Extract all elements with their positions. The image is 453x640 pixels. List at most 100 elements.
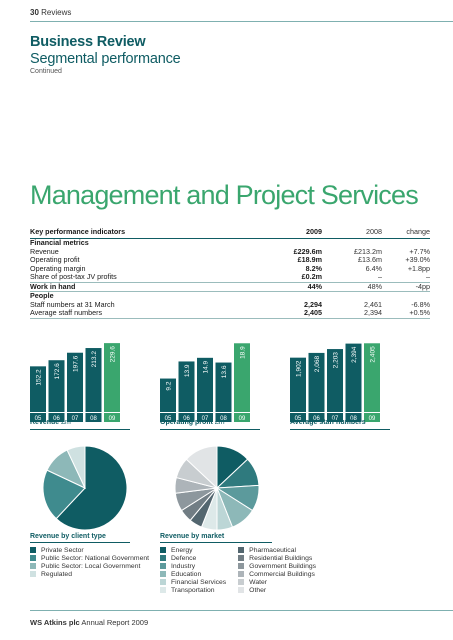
bar-value-label: 9.2 <box>166 381 173 390</box>
category-label: 05 <box>35 416 42 422</box>
legend-label: Public Sector: Local Government <box>41 562 141 570</box>
legend-column: Energy Defence Industry Education Financial … <box>160 546 226 594</box>
legend-item: Private Sector <box>30 546 149 554</box>
category-box <box>85 413 102 422</box>
category-box <box>48 413 65 422</box>
kpi-header: 2008 <box>322 227 382 239</box>
kpi-cell: – <box>378 272 382 281</box>
market-pie-chart <box>174 445 260 530</box>
kpi-cell: £229.6m <box>293 246 322 256</box>
revenue-chart-title-text: Revenue <box>30 419 60 426</box>
revenue-bar-chart: 152.2 05 172.6 06 197.6 07 213.2 08 229.6 09 <box>30 343 120 422</box>
kpi-row: People <box>30 291 430 301</box>
revenue-chart-title: Revenue £m <box>30 419 71 426</box>
kpi-cell: Average staff numbers <box>30 308 262 319</box>
pie-slice <box>42 469 86 520</box>
average-staff-chart-rule <box>290 429 390 430</box>
kpi-row: Operating profit £18.9m £13.6m +39.0% <box>30 255 430 265</box>
kpi-cell: +39.0% <box>405 255 430 264</box>
kpi-header: 2009 <box>262 227 322 239</box>
legend-label: Private Sector <box>41 546 84 554</box>
legend-swatch <box>238 579 245 585</box>
kpi-cell: 2,405 <box>262 308 322 319</box>
average-staff-bar-chart: 1,902 05 2,068 06 2,203 07 2,394 08 2,405 09 <box>290 343 380 422</box>
bar <box>160 378 176 412</box>
legend-item: Education <box>160 570 226 578</box>
legend-label: Residential Buildings <box>249 554 313 562</box>
category-box <box>345 413 362 422</box>
bar-value-label: 2,405 <box>370 346 377 363</box>
header-rule <box>30 21 453 22</box>
bar-value-label: 14.9 <box>203 360 210 373</box>
legend-item: Industry <box>160 562 226 570</box>
legend-item: Energy <box>160 546 226 554</box>
category-label: 05 <box>165 416 172 422</box>
legend-label: Other <box>249 586 267 594</box>
kpi-cell: 6.4% <box>365 263 382 273</box>
kpi-cell: 2,461 <box>364 299 382 309</box>
category-box <box>160 413 176 422</box>
market-chart-title: Revenue by market <box>160 533 225 540</box>
category-box <box>30 413 46 422</box>
market-chart-rule <box>160 542 272 543</box>
legend-swatch <box>160 579 166 585</box>
kpi-cell: £18.9m <box>297 255 322 264</box>
bar <box>215 362 232 412</box>
legend-swatch <box>30 571 36 577</box>
pie-slice <box>185 445 218 490</box>
legend-item: Public Sector: National Government <box>30 554 149 562</box>
page-footer: WS Atkins plc Annual Report 2009 <box>30 618 148 627</box>
category-label: 08 <box>220 416 227 422</box>
legend-swatch <box>238 547 245 553</box>
legend-label: Water <box>249 578 268 586</box>
legend-swatch <box>238 563 245 569</box>
operating-profit-bar-chart: 9.2 05 13.9 06 14.9 07 13.6 08 18.9 09 <box>160 343 250 422</box>
category-label: 05 <box>295 416 302 422</box>
kpi-cell: +0.5% <box>382 308 430 319</box>
kpi-row: Revenue £229.6m £213.2m +7.7% <box>30 246 430 257</box>
pie-slice <box>66 445 86 489</box>
kpi-cell: £0.2m <box>301 272 322 281</box>
legend-label: Public Sector: National Government <box>41 554 150 562</box>
category-box <box>364 413 380 422</box>
legend-swatch <box>160 547 166 553</box>
category-box <box>67 413 83 422</box>
category-box <box>234 413 250 422</box>
average-staff-chart-title-text: Average staff numbers <box>290 419 366 426</box>
bar-value-label: 2,068 <box>314 356 321 373</box>
operating-profit-chart-title: Operating profit £m <box>160 419 225 426</box>
kpi-header-row: Key performance indicators 2009 2008 cha… <box>30 227 430 239</box>
bar <box>234 343 250 412</box>
bar <box>85 348 102 412</box>
category-label: 07 <box>72 416 79 422</box>
kpi-cell: 48% <box>322 281 382 292</box>
footer-doc: Annual Report 2009 <box>81 618 149 627</box>
legend-item: Pharmaceutical <box>238 546 316 554</box>
page-header: 30 Reviews <box>30 8 71 17</box>
kpi-header: Key performance indicators <box>30 227 262 239</box>
header-section: Reviews <box>41 8 72 17</box>
footer-company: WS Atkins plc <box>30 618 80 627</box>
kpi-header: change <box>382 227 430 239</box>
client-type-chart-title: Revenue by client type <box>30 533 106 540</box>
kpi-row: Average staff numbers 2,405 2,394 +0.5% <box>30 308 430 319</box>
market-legend: Energy Defence Industry Education Financial … <box>160 546 320 594</box>
footer-rule <box>30 610 453 611</box>
client-type-chart-rule <box>30 542 130 543</box>
bar <box>197 357 213 412</box>
category-box <box>104 413 120 422</box>
page-title: Business Review <box>30 34 146 50</box>
category-label: 06 <box>53 416 60 422</box>
page-number: 30 <box>30 8 39 17</box>
kpi-row: Financial metrics <box>30 238 430 248</box>
legend-swatch <box>160 571 166 577</box>
average-staff-chart-title: Average staff numbers <box>290 419 366 426</box>
kpi-table: Key performance indicators 2009 2008 cha… <box>30 227 430 319</box>
kpi-cell: 2,394 <box>322 308 382 319</box>
kpi-cell: – <box>426 272 430 281</box>
bar-value-label: 2,203 <box>333 352 340 369</box>
kpi-cell: Operating profit <box>30 255 80 264</box>
bar-value-label: 1,902 <box>296 360 303 377</box>
legend-column: Private Sector Public Sector: National Go… <box>30 546 149 578</box>
kpi-cell: 2,294 <box>304 299 322 309</box>
